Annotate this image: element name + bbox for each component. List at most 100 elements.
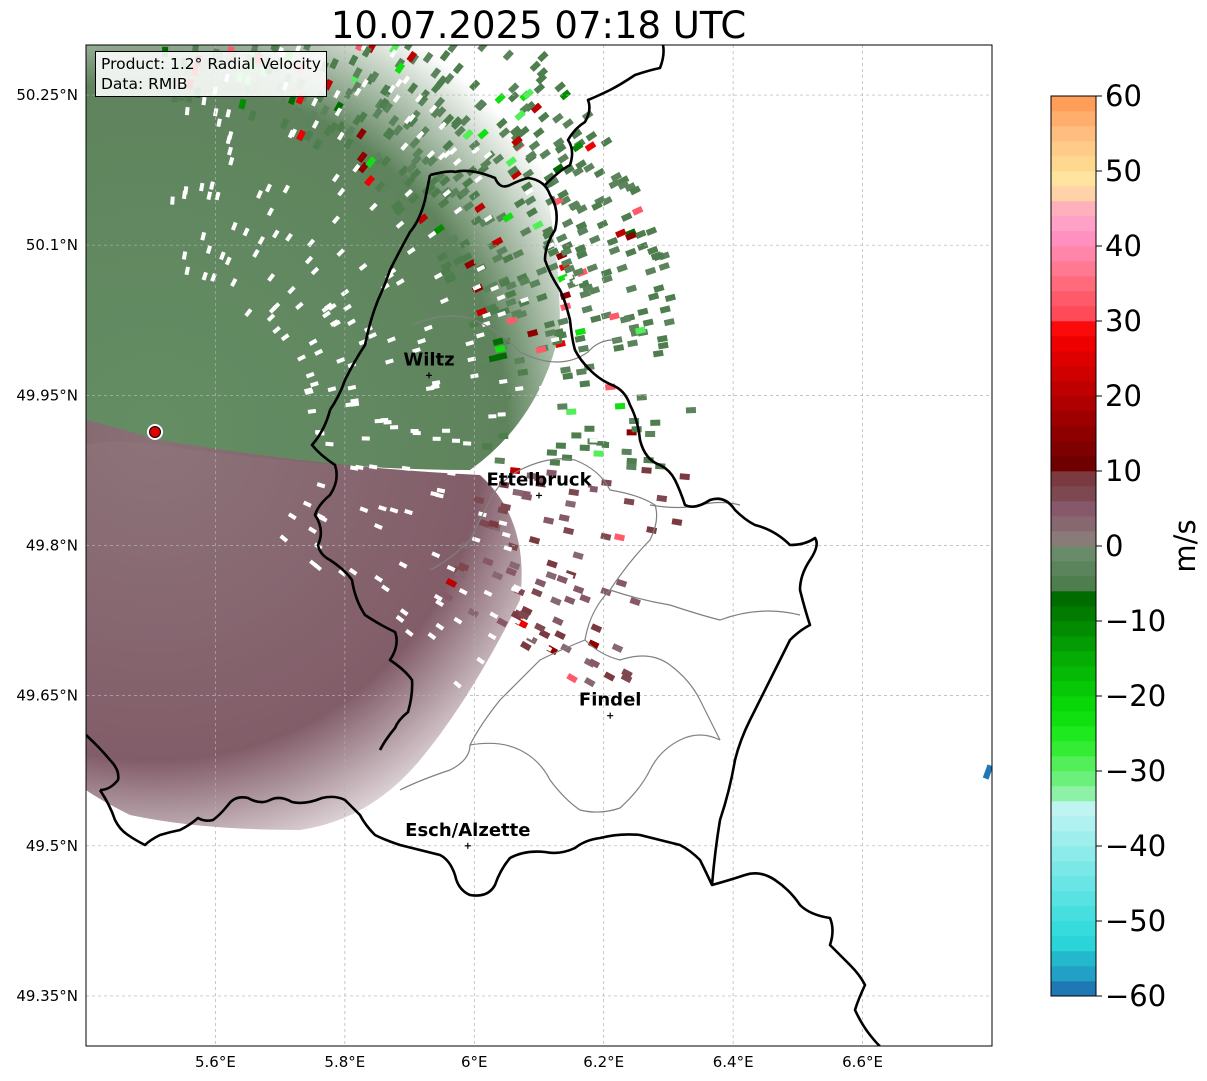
colorbar-band <box>1051 321 1096 337</box>
echo-speckle <box>565 500 576 508</box>
border-germany <box>544 45 665 186</box>
colorbar-band <box>1051 231 1096 247</box>
echo-gap <box>389 49 398 58</box>
echo-speckle <box>475 307 488 317</box>
echo-speckle <box>303 129 314 142</box>
colorbar-band <box>1051 801 1096 817</box>
echo-speckle <box>496 617 509 628</box>
colorbar-band <box>1051 771 1096 787</box>
echo-speckle <box>356 151 368 163</box>
echo-speckle <box>509 125 522 137</box>
echo-gap <box>403 115 413 125</box>
echo-speckle <box>593 167 606 179</box>
echo-speckle <box>379 84 391 96</box>
city-marker: Ettelbruck <box>486 469 593 499</box>
echo-speckle <box>559 89 572 101</box>
echo-gap <box>498 378 508 385</box>
echo-speckle <box>641 467 652 474</box>
city-name: Ettelbruck <box>486 469 592 490</box>
echo-gap <box>458 588 468 596</box>
echo-gap <box>593 445 602 450</box>
echo-speckle <box>482 557 494 567</box>
echo-gap <box>389 507 399 514</box>
echo-speckle <box>583 162 595 173</box>
echo-speckle <box>510 169 522 181</box>
echo-speckle <box>329 57 339 70</box>
echo-speckle <box>399 175 411 187</box>
echo-gap <box>404 508 413 516</box>
echo-speckle <box>512 248 525 259</box>
echo-speckle <box>343 87 354 100</box>
colorbar: 60 50 40 30 20 10 0 −10 −20 −30 −40 −50 −60 m/s <box>1050 79 1202 1013</box>
echo-speckle <box>496 245 508 256</box>
map-title: 10.07.2025 07:18 UTC <box>330 4 747 47</box>
echo-speckle <box>560 246 573 257</box>
echo-speckle <box>513 197 526 209</box>
radar-site-marker <box>147 424 163 440</box>
echo-speckle <box>433 223 446 235</box>
echo-gap <box>314 348 324 356</box>
echo-speckle <box>552 163 565 174</box>
echo-speckle <box>544 328 556 338</box>
y-tick-label: 50.1°N <box>26 236 78 254</box>
colorbar-band <box>1051 336 1096 352</box>
colorbar-band <box>1051 351 1096 367</box>
echo-speckle <box>621 448 632 456</box>
echo-speckle <box>393 204 406 216</box>
echo-gap <box>343 303 352 312</box>
echo-speckle <box>497 506 509 515</box>
echo-gap <box>285 232 293 242</box>
echo-gap <box>579 402 588 407</box>
echo-speckle <box>590 314 602 324</box>
echo-speckle <box>671 518 683 526</box>
echo-gap <box>573 278 583 286</box>
echo-gap <box>170 196 175 205</box>
echo-gap <box>453 680 462 689</box>
echo-gap <box>183 186 189 195</box>
colorbar-band <box>1051 561 1096 577</box>
canton-border-central <box>519 458 658 661</box>
echo-speckle <box>593 450 604 457</box>
echo-gap <box>433 593 443 602</box>
echo-speckle <box>574 243 587 254</box>
colorbar-band <box>1051 876 1096 892</box>
colorbar-band <box>1051 471 1096 487</box>
border-belgium-south <box>86 734 120 792</box>
echo-speckle <box>575 204 588 215</box>
echo-gap <box>395 220 405 229</box>
colorbar-band <box>1051 141 1096 157</box>
echo-speckle <box>296 129 306 142</box>
echo-gap <box>412 431 421 436</box>
echo-gap <box>483 151 493 160</box>
echo-gap <box>244 308 253 317</box>
echo-speckle <box>345 125 356 138</box>
echo-speckle <box>448 187 460 199</box>
echo-gap <box>385 358 394 365</box>
echo-speckle <box>591 200 603 211</box>
x-tick-label: 6.2°E <box>583 1053 624 1071</box>
echo-gap <box>471 146 480 155</box>
x-axis-ticks: 5.6°E 5.8°E 6°E 6.2°E 6.4°E 6.6°E <box>195 1053 883 1071</box>
echo-gap <box>431 551 441 559</box>
border-luxembourg <box>98 169 818 897</box>
colorbar-band <box>1051 171 1096 187</box>
echo-speckle <box>462 177 474 189</box>
echo-speckle <box>494 457 505 465</box>
y-tick-label: 49.65°N <box>16 687 78 705</box>
echo-speckle <box>510 131 523 143</box>
echo-speckle <box>458 238 471 249</box>
echo-gap <box>564 274 574 281</box>
echo-gap <box>542 524 551 531</box>
echo-speckle <box>354 45 365 52</box>
echo-gap <box>473 175 483 184</box>
echo-speckle <box>536 67 549 79</box>
echo-speckle <box>652 349 664 358</box>
echo-gap <box>325 441 334 447</box>
echo-speckle <box>436 251 449 262</box>
echo-speckle <box>492 337 504 346</box>
echo-speckle <box>382 101 394 114</box>
echo-speckle <box>352 66 363 79</box>
colorbar-tick-label: 20 <box>1105 379 1142 413</box>
echo-gap <box>487 632 497 641</box>
